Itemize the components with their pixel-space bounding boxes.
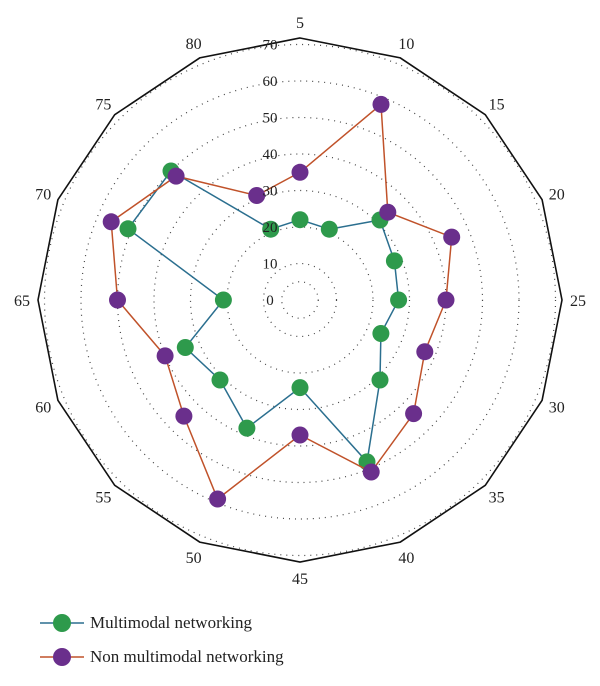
series-1-point-40 xyxy=(362,463,380,481)
series-1-point-60 xyxy=(156,347,174,365)
series-1-point-5 xyxy=(291,163,309,181)
category-label-70: 70 xyxy=(35,187,51,204)
series-1-point-65 xyxy=(109,291,126,309)
category-label-60: 60 xyxy=(35,399,51,416)
series-layer xyxy=(102,95,461,508)
series-line-0 xyxy=(126,170,400,464)
category-label-25: 25 xyxy=(570,293,586,310)
series-0-point-65 xyxy=(214,291,232,309)
series-0-point-45 xyxy=(291,379,309,397)
ring-tick-label-60: 60 xyxy=(263,74,278,90)
series-0 xyxy=(119,162,408,471)
outer-frame xyxy=(37,37,563,563)
ring-tick-label-50: 50 xyxy=(263,111,278,127)
grid-ring-10 xyxy=(262,262,338,338)
series-1-point-75 xyxy=(167,167,185,185)
series-0-point-80 xyxy=(262,220,280,238)
series-1-point-10 xyxy=(372,95,390,113)
series-0-point-35 xyxy=(371,371,389,389)
category-label-10: 10 xyxy=(398,36,414,53)
legend-swatch-non-multimodal xyxy=(40,648,84,666)
series-1-point-50 xyxy=(209,490,227,508)
series-0-point-60 xyxy=(176,339,194,356)
legend-swatch-multimodal xyxy=(40,614,84,632)
series-1-point-15 xyxy=(379,203,397,221)
grid-ring-20 xyxy=(226,226,374,374)
series-1-point-70 xyxy=(102,213,120,231)
category-label-80: 80 xyxy=(186,36,202,53)
series-1-point-30 xyxy=(416,343,434,361)
legend-item-non-multimodal: Non multimodal networking xyxy=(40,640,284,674)
legend-item-multimodal: Multimodal networking xyxy=(40,606,284,640)
series-1-point-20 xyxy=(443,228,461,246)
category-label-30: 30 xyxy=(549,399,565,416)
grid-ring-70 xyxy=(43,43,557,557)
series-0-point-70 xyxy=(119,220,137,238)
category-label-75: 75 xyxy=(95,96,111,113)
series-1-point-35 xyxy=(405,405,423,423)
radar-chart: 0 10 20 30 40 50 60 70 5 10 15 20 25 30 35 40 45 50 55 60 65… xyxy=(14,15,586,588)
ring-tick-label-10: 10 xyxy=(263,257,278,273)
category-label-65: 65 xyxy=(14,293,30,310)
category-label-15: 15 xyxy=(489,96,505,113)
chart-frame xyxy=(37,37,563,563)
series-1-point-80 xyxy=(248,187,266,204)
ring-tick-label-70: 70 xyxy=(263,38,278,54)
grid-ring-60 xyxy=(80,80,520,520)
ring-tick-label-0: 0 xyxy=(266,293,274,309)
series-0-point-55 xyxy=(211,371,229,389)
ring-tick-label-30: 30 xyxy=(263,184,278,200)
category-label-5: 5 xyxy=(296,15,304,32)
category-label-40: 40 xyxy=(398,550,414,567)
ring-tick-label-20: 20 xyxy=(263,220,278,236)
axis-labels: 0 10 20 30 40 50 60 70 5 10 15 20 25 30 35 40 45 50 55 60 65… xyxy=(14,15,586,588)
grid-ring-50 xyxy=(116,116,484,484)
series-0-point-25 xyxy=(390,291,408,309)
ring-tick-label-40: 40 xyxy=(263,147,278,163)
legend-label-non-multimodal: Non multimodal networking xyxy=(90,647,284,666)
grid-ring-30 xyxy=(189,189,411,411)
legend: Multimodal networking Non multimodal net… xyxy=(40,606,284,674)
series-0-point-5 xyxy=(291,211,309,229)
category-label-20: 20 xyxy=(549,187,565,204)
series-0-point-50 xyxy=(238,419,256,437)
series-0-point-30 xyxy=(372,325,390,342)
series-0-point-10 xyxy=(320,220,338,238)
series-1-point-25 xyxy=(437,291,455,309)
series-1 xyxy=(102,95,461,508)
category-label-45: 45 xyxy=(292,571,308,588)
series-0-point-20 xyxy=(385,252,403,270)
grid-ring-inner xyxy=(281,281,319,319)
category-label-35: 35 xyxy=(489,490,505,507)
series-1-point-55 xyxy=(175,407,193,425)
legend-label-multimodal: Multimodal networking xyxy=(90,613,252,632)
category-label-55: 55 xyxy=(95,490,111,507)
category-label-50: 50 xyxy=(186,550,202,567)
series-1-point-45 xyxy=(291,426,309,444)
